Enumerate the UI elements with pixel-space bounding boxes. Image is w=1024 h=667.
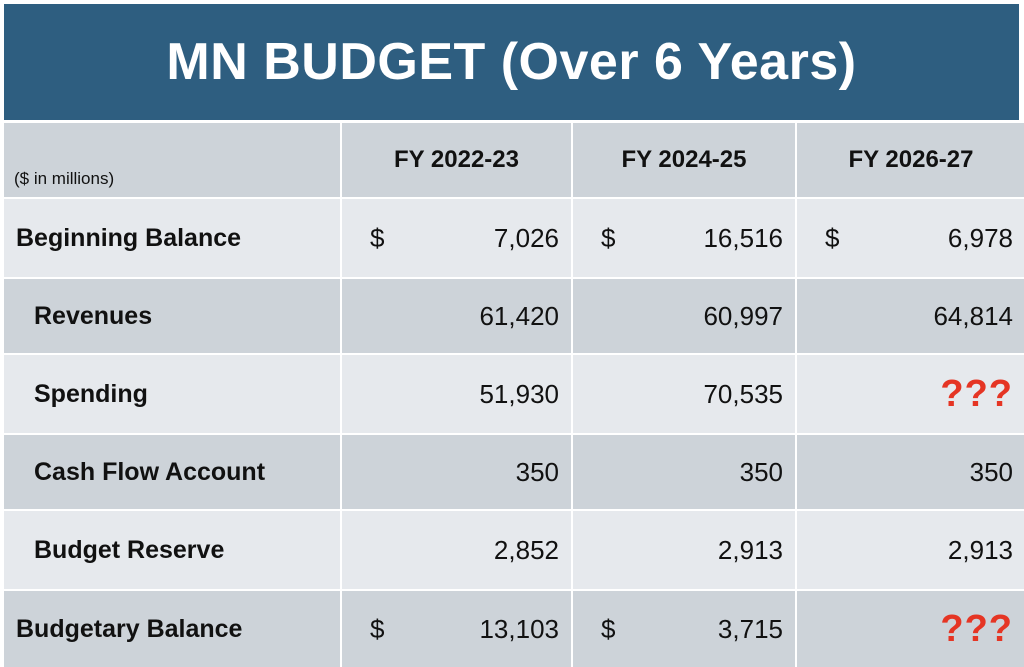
cell-value: 64,814 bbox=[933, 300, 1013, 331]
row-label-cash-flow-account: Cash Flow Account bbox=[4, 435, 340, 509]
cell-value: 2,913 bbox=[717, 534, 783, 565]
table-cell: 350 bbox=[797, 435, 1024, 509]
table-cell: 70,535 bbox=[573, 355, 795, 433]
table-cell: 60,997 bbox=[573, 279, 795, 353]
table-cell: $6,978 bbox=[797, 199, 1024, 277]
currency-symbol: $ bbox=[601, 613, 616, 644]
cell-value: 70,535 bbox=[703, 378, 783, 409]
table-cell: $13,103 bbox=[342, 591, 571, 667]
cell-value: 2,852 bbox=[493, 534, 559, 565]
unknown-value: ??? bbox=[940, 372, 1013, 415]
cell-value: 350 bbox=[969, 456, 1013, 487]
table-cell: $16,516 bbox=[573, 199, 795, 277]
column-header-fy2024-25: FY 2024-25 bbox=[573, 123, 795, 197]
row-label-spending: Spending bbox=[4, 355, 340, 433]
column-header-fy2026-27: FY 2026-27 bbox=[797, 123, 1024, 197]
table-cell: $3,715 bbox=[573, 591, 795, 667]
cell-value: 6,978 bbox=[947, 222, 1013, 253]
table-cell: 350 bbox=[573, 435, 795, 509]
table-cell: $7,026 bbox=[342, 199, 571, 277]
row-label-budget-reserve: Budget Reserve bbox=[4, 511, 340, 589]
table-cell: ??? bbox=[797, 591, 1024, 667]
table-cell: 350 bbox=[342, 435, 571, 509]
row-label-budgetary-balance: Budgetary Balance bbox=[4, 591, 340, 667]
currency-symbol: $ bbox=[370, 613, 385, 644]
cell-value: 7,026 bbox=[493, 222, 559, 253]
table-cell: 61,420 bbox=[342, 279, 571, 353]
unknown-value: ??? bbox=[940, 607, 1013, 650]
column-header-fy2022-23: FY 2022-23 bbox=[342, 123, 571, 197]
cell-value: 51,930 bbox=[479, 378, 559, 409]
table-cell: 2,852 bbox=[342, 511, 571, 589]
table-cell: 51,930 bbox=[342, 355, 571, 433]
cell-value: 350 bbox=[515, 456, 559, 487]
row-label-revenues: Revenues bbox=[4, 279, 340, 353]
cell-value: 16,516 bbox=[703, 222, 783, 253]
cell-value: 61,420 bbox=[479, 300, 559, 331]
cell-value: 60,997 bbox=[703, 300, 783, 331]
currency-symbol: $ bbox=[601, 222, 616, 253]
row-label-beginning-balance: Beginning Balance bbox=[4, 199, 340, 277]
title-banner: MN BUDGET (Over 6 Years) bbox=[4, 4, 1019, 120]
table-cell: 2,913 bbox=[797, 511, 1024, 589]
budget-table: ($ in millions) FY 2022-23 FY 2024-25 FY… bbox=[4, 123, 1024, 667]
units-note: ($ in millions) bbox=[4, 123, 340, 197]
table-cell: 64,814 bbox=[797, 279, 1024, 353]
currency-symbol: $ bbox=[370, 222, 385, 253]
currency-symbol: $ bbox=[825, 222, 840, 253]
cell-value: 3,715 bbox=[717, 613, 783, 644]
table-cell: ??? bbox=[797, 355, 1024, 433]
cell-value: 350 bbox=[739, 456, 783, 487]
cell-value: 13,103 bbox=[479, 613, 559, 644]
table-cell: 2,913 bbox=[573, 511, 795, 589]
cell-value: 2,913 bbox=[947, 534, 1013, 565]
page-title: MN BUDGET (Over 6 Years) bbox=[166, 33, 857, 91]
